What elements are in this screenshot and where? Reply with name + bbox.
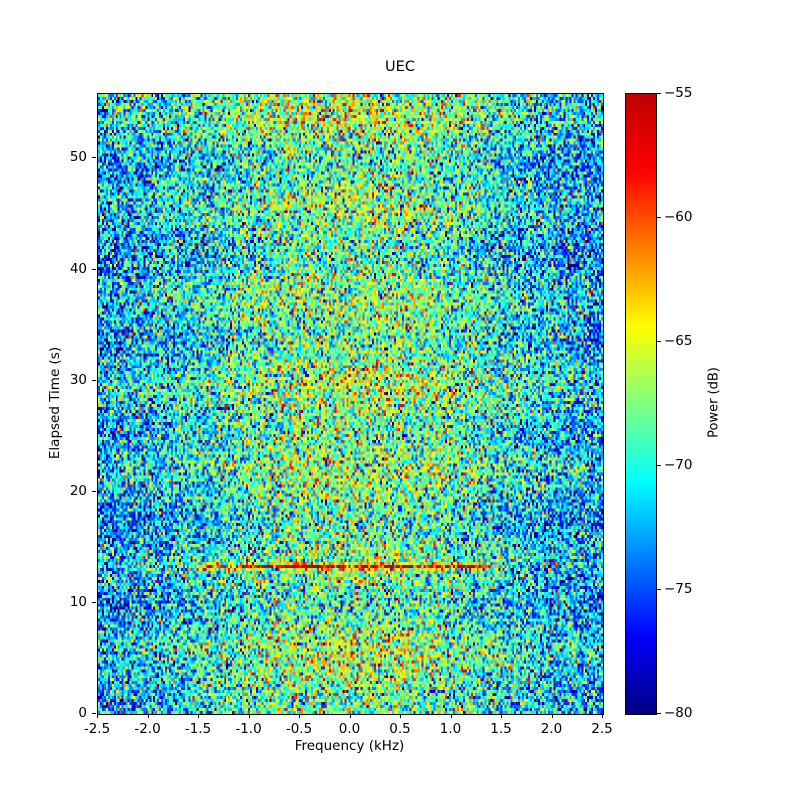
x-tick-mark <box>97 714 98 718</box>
spectrogram-image <box>98 94 603 714</box>
x-tick-label: 0.5 <box>389 721 411 737</box>
x-tick-label: 2.0 <box>540 721 563 737</box>
y-tick-mark <box>92 379 96 381</box>
y-tick-label: 0 <box>78 705 87 721</box>
x-tick-mark <box>551 714 553 718</box>
y-tick-label: 30 <box>69 371 87 388</box>
x-tick-label: 2.5 <box>591 721 613 737</box>
colorbar-tick-mark <box>657 93 661 94</box>
colorbar-tick-mark <box>657 465 661 466</box>
y-tick-label: 50 <box>69 149 87 166</box>
y-tick-mark <box>92 157 96 159</box>
x-tick-mark <box>198 714 199 718</box>
colorbar-tick-label: −65 <box>664 333 693 349</box>
colorbar-tick-label: −70 <box>664 457 693 473</box>
x-tick-label: 1.5 <box>490 721 512 737</box>
y-tick-mark <box>92 713 96 714</box>
x-tick-mark <box>450 714 452 718</box>
x-tick-mark <box>147 714 149 718</box>
x-tick-label: 0.0 <box>338 721 361 737</box>
colorbar-tick-label: −60 <box>664 209 693 225</box>
colorbar-tick-label: −80 <box>664 705 693 721</box>
colorbar-tick-mark <box>657 341 661 342</box>
x-tick-label: 1.0 <box>439 721 462 737</box>
x-tick-mark <box>602 714 603 718</box>
x-tick-label: -1.0 <box>235 721 262 737</box>
x-tick-label: -2.5 <box>83 721 111 737</box>
y-axis-label: Elapsed Time (s) <box>47 346 63 460</box>
y-tick-label: 20 <box>69 482 87 499</box>
colorbar-tick-mark <box>657 713 661 714</box>
colorbar-tick-label: −55 <box>664 85 693 101</box>
colorbar-tick-mark <box>657 217 661 218</box>
x-tick-mark <box>299 714 300 718</box>
y-tick-mark <box>92 268 96 270</box>
title-station: UEC <box>385 59 415 75</box>
y-tick-mark <box>92 490 96 492</box>
x-tick-label: -0.5 <box>285 721 313 737</box>
x-axis-label: Frequency (kHz) <box>294 738 405 754</box>
x-tick-mark <box>501 714 502 718</box>
y-tick-label: 10 <box>69 593 87 610</box>
x-tick-mark <box>349 714 351 718</box>
y-tick-mark <box>92 601 96 603</box>
spectrogram-plot-area <box>97 93 604 715</box>
x-tick-mark <box>248 714 250 718</box>
y-tick-label: 40 <box>69 260 87 277</box>
x-tick-label: -2.0 <box>134 721 161 737</box>
colorbar-tick-mark <box>657 589 661 590</box>
colorbar-label: Power (dB) <box>706 367 722 438</box>
x-tick-mark <box>400 714 401 718</box>
colorbar-tick-label: −75 <box>664 581 693 597</box>
power-colorbar <box>625 93 657 715</box>
colorbar-gradient <box>626 94 656 714</box>
x-tick-label: -1.5 <box>184 721 212 737</box>
